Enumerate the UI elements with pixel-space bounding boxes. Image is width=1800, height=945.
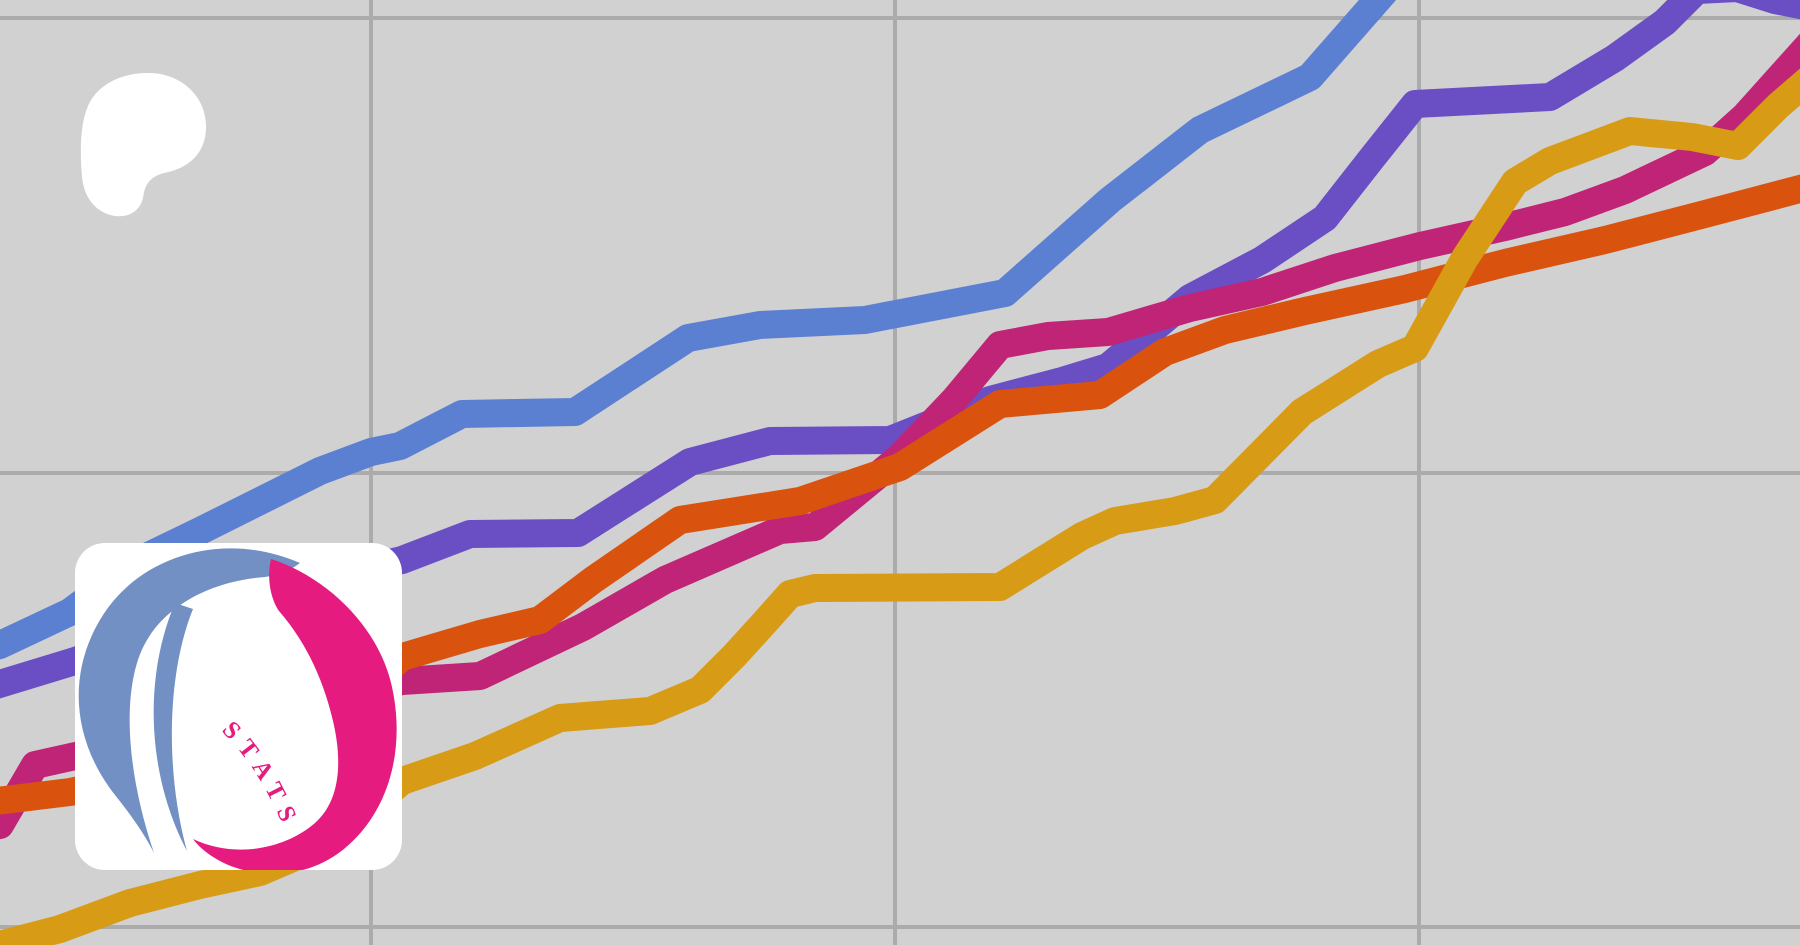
logo-stats-textpath: STATS	[217, 716, 296, 834]
stats-logo-card: STATS	[75, 543, 402, 870]
ball-blue-seam	[153, 603, 193, 851]
ball-blue-crescent	[78, 548, 300, 853]
stats-ball-icon: STATS	[78, 548, 397, 870]
ball-pink-crescent	[193, 559, 397, 870]
patreon-logo-icon	[80, 72, 207, 217]
patreon-blob-shape	[80, 72, 207, 217]
logo-stats-text: STATS	[217, 716, 305, 834]
